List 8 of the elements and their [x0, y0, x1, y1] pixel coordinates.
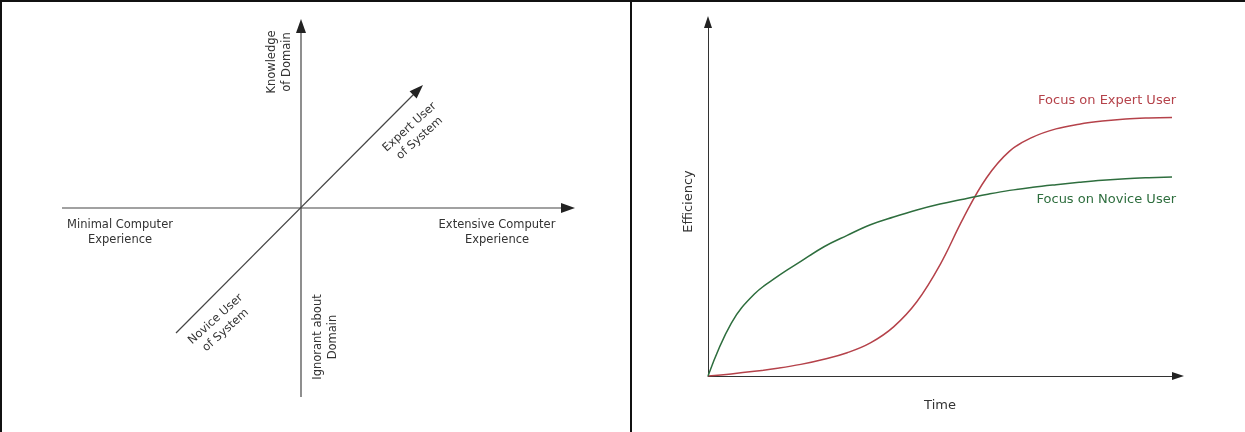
series-label: Focus on Novice User [1036, 190, 1177, 206]
text: Knowledge of Domain [263, 30, 293, 94]
text: Ignorant about Domain [309, 293, 339, 380]
text: Minimal Computer Experience [67, 216, 174, 246]
text: Extensive Computer Experience [438, 216, 556, 246]
series-label: Focus on Expert User [1038, 92, 1177, 108]
x-axis-title: Time [923, 397, 956, 412]
y-axis-title: Efficiency [680, 169, 695, 233]
